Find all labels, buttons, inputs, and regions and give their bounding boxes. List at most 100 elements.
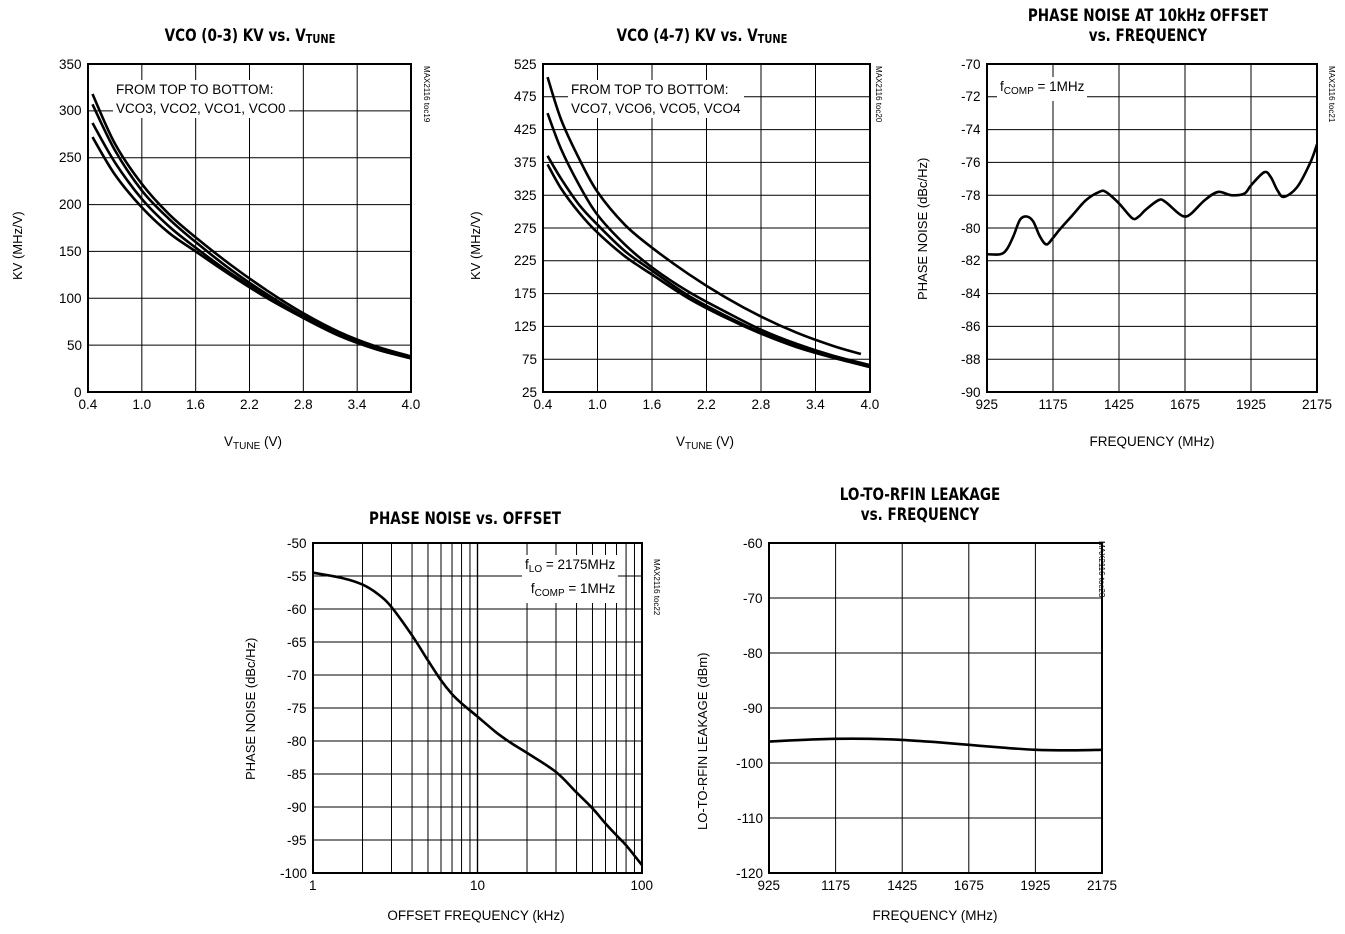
y-tick-label: -74: [961, 122, 981, 138]
x-tick-label: 1.6: [186, 397, 205, 412]
y-tick-label: 25: [522, 384, 538, 400]
series-line: [768, 737, 1103, 752]
y-tick-label: -78: [961, 187, 981, 203]
x-tick-label: 1925: [1236, 397, 1267, 412]
series-line: [91, 122, 412, 360]
y-tick-label: -60: [287, 601, 307, 617]
x-axis-label: FREQUENCY (MHz): [1089, 434, 1215, 449]
x-tick-label: 100: [630, 878, 654, 893]
y-tick-label: 350: [59, 56, 82, 72]
title-line: vs. FREQUENCY: [1088, 26, 1208, 45]
chart-lo-to-rfin-leakage: LO-TO-RFIN LEAKAGE vs. FREQUENCY LO-TO-R…: [690, 475, 1130, 934]
chart-phase-noise-vs-offset: PHASE NOISE vs. OFFSET PHASE NOISE (dBc/…: [230, 475, 670, 934]
x-tick-label: 925: [975, 397, 999, 412]
y-tick-label: -80: [743, 645, 763, 661]
series-line: [91, 93, 412, 358]
annotation-main: f: [525, 557, 529, 572]
y-tick-label: -70: [743, 590, 763, 606]
x-tick-label: 4.0: [401, 397, 421, 412]
y-tick-label: 100: [59, 290, 82, 306]
chart-title: PHASE NOISE AT 10kHz OFFSET vs. FREQUENC…: [992, 6, 1304, 46]
y-axis-label: PHASE NOISE (dBc/Hz): [915, 157, 930, 300]
x-tick-label: 2.8: [293, 397, 313, 412]
x-axis-label: FREQUENCY (MHz): [872, 908, 998, 923]
y-tick-label: -65: [287, 634, 307, 650]
series-line: [91, 136, 412, 360]
x-tick-label: 3.4: [347, 397, 367, 412]
y-tick-label: -90: [287, 799, 307, 815]
x-label-sub: TUNE: [685, 441, 713, 452]
chart-title: LO-TO-RFIN LEAKAGE vs. FREQUENCY: [772, 485, 1067, 525]
y-tick-label: -90: [961, 384, 981, 400]
x-axis-label: VTUNE (V): [540, 434, 870, 452]
title-subscript: TUNE: [757, 32, 788, 46]
y-tick-label: -55: [287, 568, 307, 584]
series-line: [546, 112, 871, 367]
y-tick-label: -85: [287, 766, 307, 782]
annotation-line: VCO7, VCO6, VCO5, VCO4: [571, 101, 741, 116]
series-line: [312, 571, 644, 866]
y-tick-label: -80: [961, 220, 981, 236]
y-tick-label: -50: [287, 535, 307, 551]
x-label-sub: TUNE: [233, 441, 261, 452]
y-tick-label: 275: [514, 220, 537, 236]
figure-id: MAX2116 toc23: [1097, 541, 1106, 598]
y-tick-label: 300: [59, 103, 82, 119]
x-tick-label: 1.0: [588, 397, 607, 412]
plot-frame: [986, 63, 1318, 393]
x-axis-label: VTUNE (V): [88, 434, 418, 452]
x-tick-label: 1675: [953, 878, 984, 893]
x-label-unit: (V): [260, 434, 282, 449]
x-tick-label: 1175: [1038, 397, 1068, 412]
y-tick-label: -120: [736, 865, 764, 881]
x-tick-label: 1425: [887, 878, 918, 893]
annotation-line: FROM TOP TO BOTTOM:: [571, 82, 729, 97]
y-tick-label: -110: [737, 810, 764, 826]
y-tick-label: 475: [514, 89, 537, 105]
series-line: [546, 76, 862, 356]
chart-title: PHASE NOISE vs. OFFSET: [317, 509, 612, 529]
plot-frame: [768, 542, 1103, 874]
x-tick-label: 1675: [1170, 397, 1201, 412]
x-tick-label: 1.6: [642, 397, 662, 412]
y-tick-label: -100: [280, 865, 308, 881]
y-tick-label: -82: [961, 253, 981, 269]
annotation-rest: = 1MHz: [564, 581, 616, 596]
y-tick-label: -90: [743, 700, 763, 716]
title-line: LO-TO-RFIN LEAKAGE: [839, 485, 1001, 504]
x-tick-label: 1425: [1104, 397, 1135, 412]
x-tick-label: 1175: [821, 878, 851, 893]
annotation-main: f: [1000, 79, 1004, 94]
y-tick-label: -70: [961, 56, 981, 72]
y-tick-label: -80: [287, 733, 307, 749]
x-tick-label: 2.2: [697, 397, 716, 412]
y-tick-label: -60: [743, 535, 763, 551]
title-subscript: TUNE: [305, 32, 336, 46]
y-tick-label: 325: [514, 187, 537, 203]
x-tick-label: 4.0: [860, 397, 880, 412]
chart-vco-4-7-kv: VCO (4-7) KV vs. VTUNE KV (MHz/V) VTUNE …: [450, 0, 890, 460]
y-tick-label: 0: [74, 384, 82, 400]
x-axis-label: OFFSET FREQUENCY (kHz): [387, 908, 565, 923]
annotation-line: VCO3, VCO2, VCO1, VCO0: [116, 101, 286, 116]
chart-vco-0-3-kv: VCO (0-3) KV vs. VTUNE KV (MHz/V) VTUNE …: [0, 0, 440, 460]
annotation-rest: = 1MHz: [1033, 79, 1085, 94]
x-label-main: V: [676, 434, 686, 449]
title-line: PHASE NOISE AT 10kHz OFFSET: [1027, 6, 1269, 25]
y-tick-label: 75: [522, 351, 538, 367]
annotation-line: fLO = 2175MHz: [525, 555, 615, 579]
annotation-sub: COMP: [1003, 86, 1034, 97]
plot-svg: [312, 542, 644, 874]
y-tick-label: -86: [961, 318, 981, 334]
y-tick-label: 375: [514, 154, 537, 170]
plot-frame: [312, 542, 643, 874]
annotation-fcomp: fCOMP = 1MHz: [997, 77, 1088, 101]
y-tick-label: 425: [514, 122, 537, 138]
chart-title: VCO (0-3) KV vs. VTUNE: [102, 26, 397, 49]
x-tick-label: 0.4: [533, 397, 553, 412]
y-tick-label: -88: [961, 351, 981, 367]
y-tick-label: 150: [59, 243, 82, 259]
y-axis-label: LO-TO-RFIN LEAKAGE (dBm): [695, 652, 710, 830]
x-tick-label: 2.2: [240, 397, 259, 412]
series-line: [986, 143, 1319, 256]
